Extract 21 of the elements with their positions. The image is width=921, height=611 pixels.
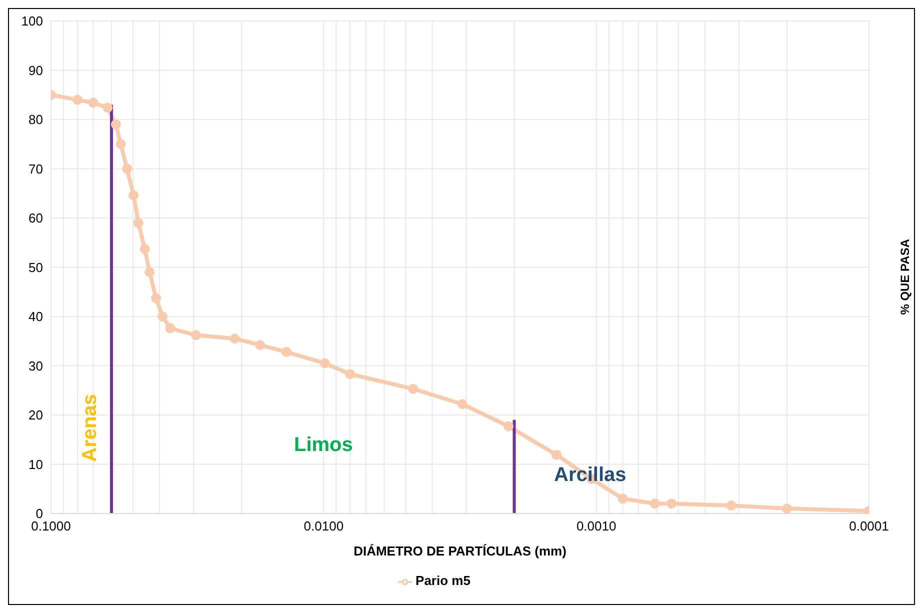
y-axis-title: % QUE PASA <box>898 239 912 315</box>
y-tick-label: 40 <box>28 309 43 324</box>
y-tick-label: 30 <box>28 358 43 374</box>
x-axis-title: DIÁMETRO DE PARTÍCULAS (mm) <box>354 543 566 558</box>
y-tick-label: 80 <box>28 112 43 128</box>
x-tick-label: 0.0001 <box>849 518 889 534</box>
x-tick-label: 0.0010 <box>576 518 616 534</box>
y-tick-label: 10 <box>28 456 43 472</box>
annotation: Arenas <box>79 394 102 462</box>
y-tick-label: 100 <box>21 14 43 29</box>
annotation: Arcillas <box>554 464 626 487</box>
legend-label: Pario m5 <box>416 573 470 588</box>
y-tick-label: 70 <box>28 161 43 176</box>
x-tick-label: 0.1000 <box>31 518 71 534</box>
annotation: Limos <box>294 434 353 457</box>
y-tick-label: 60 <box>28 210 43 226</box>
y-tick-label: 50 <box>28 260 43 275</box>
y-tick-label: 0 <box>36 506 43 522</box>
y-tick-label: 20 <box>28 408 43 423</box>
y-tick-label: 90 <box>28 62 43 78</box>
x-tick-label: 0.0100 <box>304 518 344 534</box>
